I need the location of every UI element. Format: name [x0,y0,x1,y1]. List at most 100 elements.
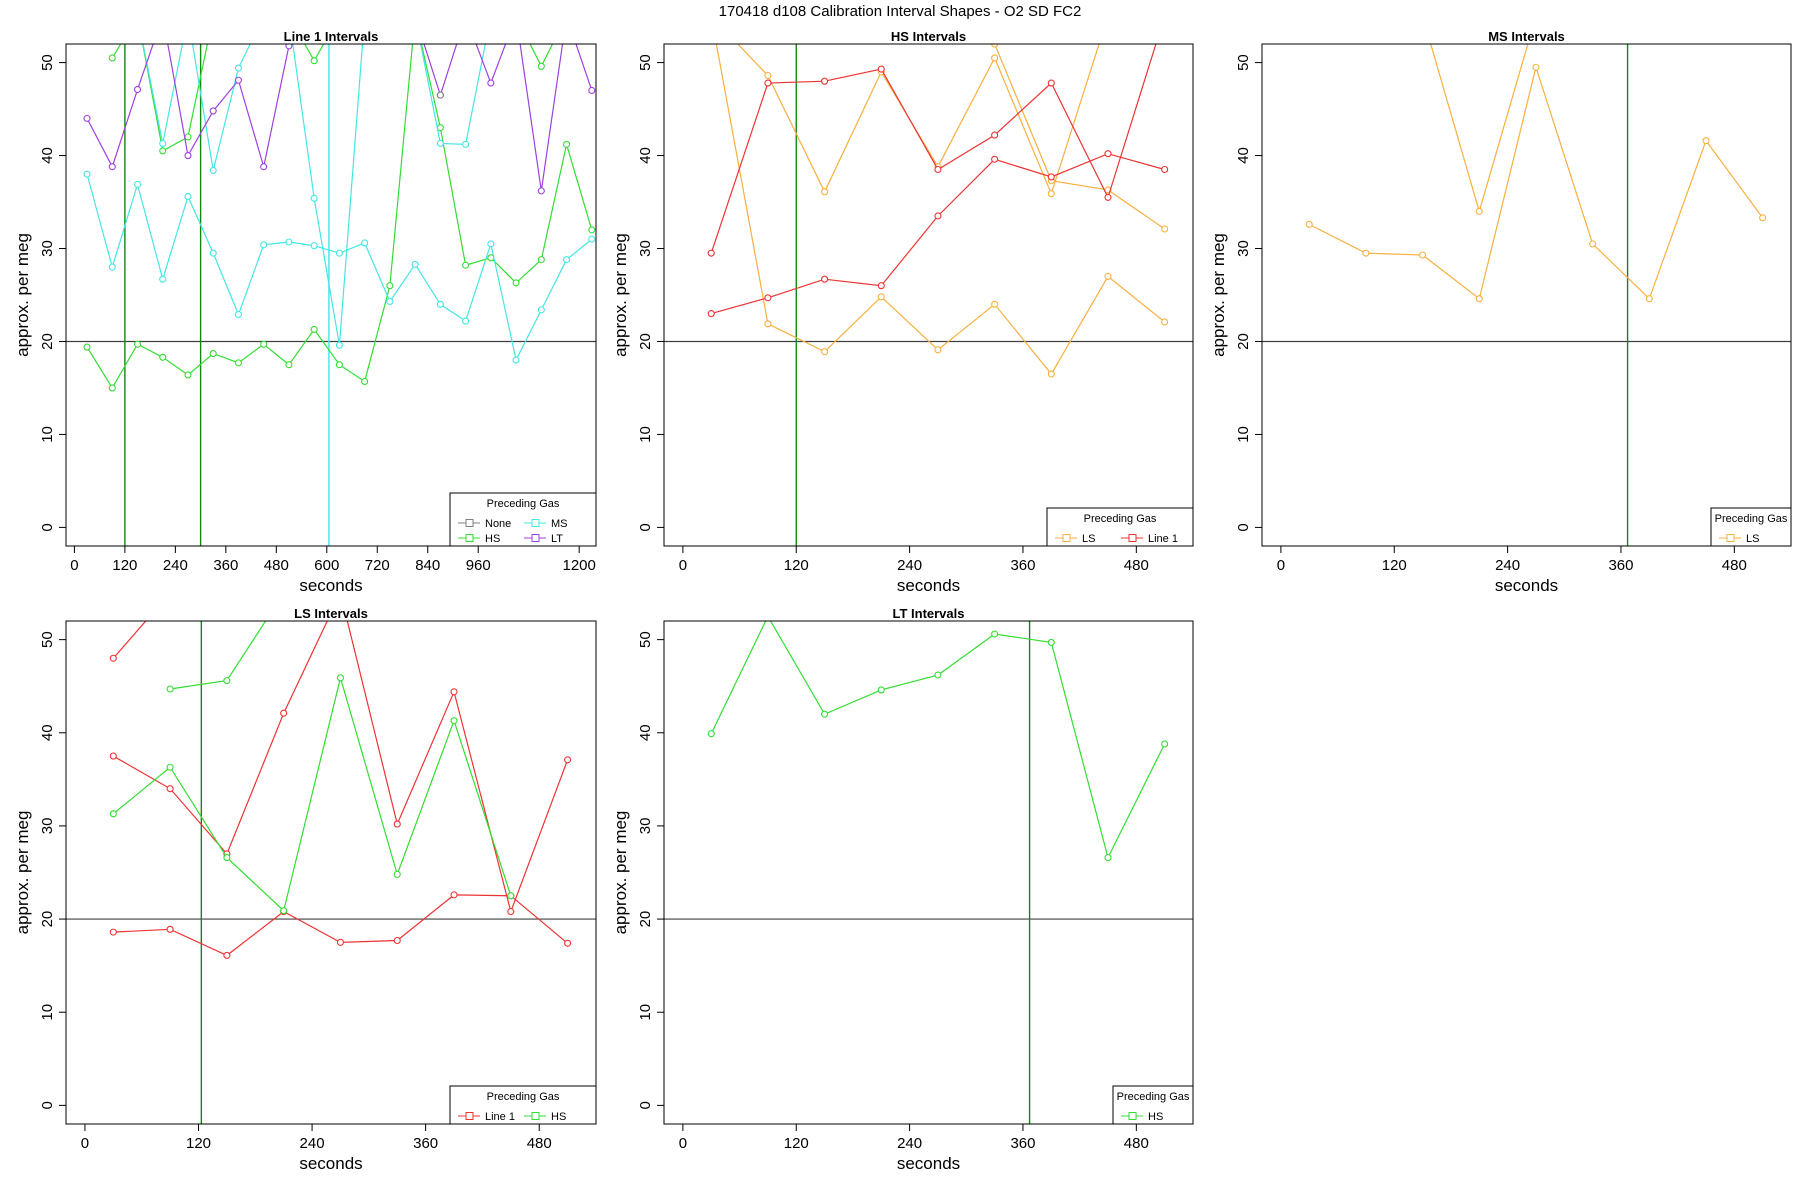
data-point [463,13,469,19]
data-point [487,79,495,87]
data-point [235,13,241,19]
legend-marker [465,534,474,542]
panel-2: HS Intervals 0 120 240 360 480 seconds 0 10 20 30 4… [611,13,1194,595]
data-point [412,13,418,19]
data-point [1162,13,1168,19]
legend-marker [1062,534,1071,542]
x-tick-label: 240 [897,1135,922,1152]
data-point [166,925,174,933]
y-tick-label: 20 [39,911,56,928]
data-point [821,710,829,718]
data-point [108,263,116,271]
data-point [83,114,91,122]
data-point [1362,249,1370,257]
data-point [335,361,343,369]
data-point [764,72,772,80]
y-axis-label: approx. per meg [611,811,630,935]
data-point [877,686,885,694]
data-point [1589,240,1597,248]
y-tick-label: 20 [39,333,56,350]
data-point [513,13,519,19]
data-point [336,674,345,682]
series-line-hs [111,44,554,152]
data-point [387,13,393,19]
legend-title: Preceding Gas [487,1091,560,1103]
data-point [564,13,570,19]
y-tick-label: 10 [39,1004,56,1021]
x-tick-label: 960 [466,557,491,574]
data-point [361,239,369,247]
plot-area [83,13,596,392]
x-tick-label: 360 [1608,557,1633,574]
data-point [166,785,174,793]
x-tick-label: 0 [679,557,687,574]
data-point [336,13,342,19]
data-point [285,238,293,246]
data-point [563,140,571,148]
data-point [84,13,90,19]
data-point [393,820,401,828]
data-point [280,709,288,717]
y-tick-label: 20 [637,333,654,350]
data-point [184,371,192,379]
series-line-line-1 [112,621,147,659]
x-tick-label: 480 [527,1135,552,1152]
data-point [280,907,288,915]
panel-1: Line 1 Intervals 0 120 240 360 480 600 720 840 96… [13,13,597,595]
data-point [436,91,444,99]
data-point [462,261,470,269]
panel-title: MS Intervals [1488,29,1565,44]
y-axis-label: approx. per meg [13,811,32,935]
x-axis-label: seconds [299,576,362,595]
data-point [393,936,401,945]
y-tick-label: 50 [39,631,56,648]
data-point [1645,295,1653,303]
data-point [488,13,494,19]
data-point [223,677,231,685]
y-tick-label: 10 [1235,426,1252,443]
data-point [436,124,444,132]
legend-label: HS [551,1111,566,1123]
data-point [159,147,167,155]
legend-label: None [485,518,511,530]
plot-frame [65,620,597,1125]
x-tick-label: 600 [314,557,339,574]
data-point [166,685,174,693]
series-line-ls [715,44,1166,376]
x-tick-label: 0 [1277,557,1285,574]
legend-marker [531,519,540,527]
data-point [507,908,515,916]
x-tick-label: 0 [679,1135,687,1152]
data-point [185,13,191,19]
data-point [1161,318,1169,326]
series-line-hs [710,621,1166,860]
series-line-ls [994,44,1166,230]
x-tick-label: 120 [186,1135,211,1152]
data-point [362,13,368,19]
data-point [223,951,231,959]
legend-title: Preceding Gas [1084,513,1157,525]
x-tick-label: 360 [213,557,238,574]
data-point [537,306,545,314]
data-point [512,356,520,364]
data-point [387,13,393,19]
panel-3: MS Intervals 0 120 240 360 480 seconds 0 10 20 30 4… [1209,29,1792,595]
legend-marker [1726,534,1735,542]
data-point [260,340,268,348]
x-tick-label: 360 [1010,1135,1035,1152]
data-point [1047,190,1055,198]
data-point [393,870,401,878]
data-point [450,688,458,696]
data-point [1305,220,1313,228]
legend-box [1046,507,1194,547]
data-point [160,13,166,19]
data-point [450,891,458,899]
x-tick-label: 840 [415,557,440,574]
data-point [285,361,293,369]
data-point [991,300,999,308]
data-point [336,13,342,19]
x-tick-label: 120 [112,557,137,574]
x-tick-label: 240 [1495,557,1520,574]
data-point [1475,207,1483,215]
data-point [1161,740,1169,748]
